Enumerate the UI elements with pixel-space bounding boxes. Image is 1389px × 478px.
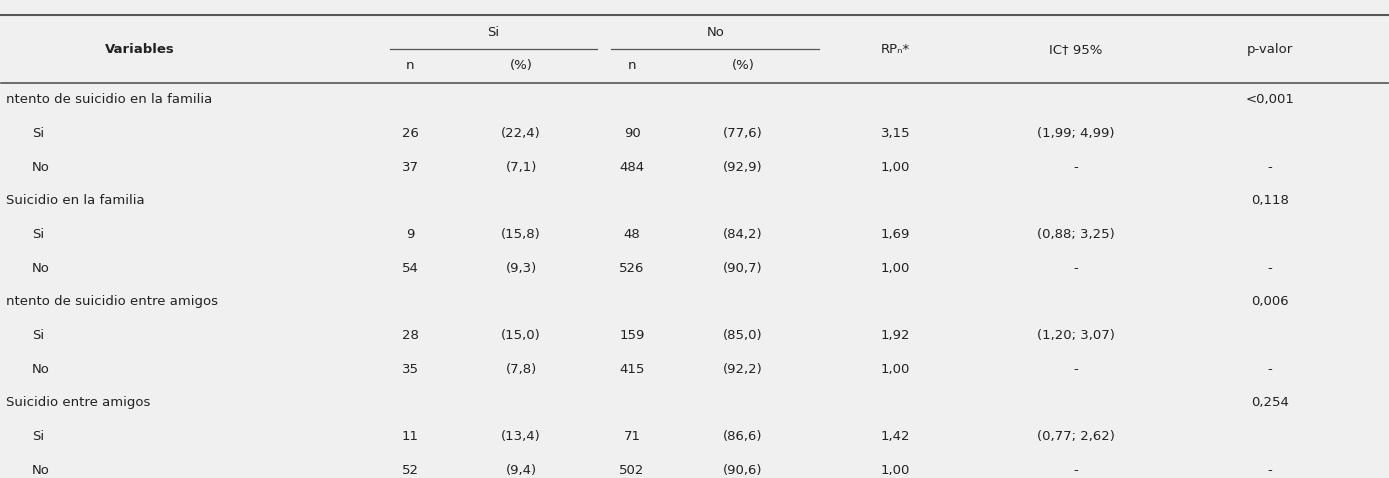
Text: 3,15: 3,15 [881, 127, 910, 140]
Text: No: No [32, 261, 50, 275]
Text: 26: 26 [401, 127, 418, 140]
Text: (1,20; 3,07): (1,20; 3,07) [1036, 329, 1114, 342]
Text: (0,88; 3,25): (0,88; 3,25) [1036, 228, 1114, 241]
Text: 159: 159 [619, 329, 644, 342]
Text: (90,7): (90,7) [724, 261, 763, 275]
Text: 1,00: 1,00 [881, 363, 910, 376]
Text: (9,4): (9,4) [506, 464, 536, 477]
Text: (77,6): (77,6) [724, 127, 763, 140]
Text: 90: 90 [624, 127, 640, 140]
Text: -: - [1074, 261, 1078, 275]
Text: (1,99; 4,99): (1,99; 4,99) [1038, 127, 1114, 140]
Text: -: - [1074, 464, 1078, 477]
Text: (13,4): (13,4) [501, 430, 542, 443]
Text: (7,8): (7,8) [506, 363, 536, 376]
Text: ntento de suicidio en la familia: ntento de suicidio en la familia [6, 93, 211, 106]
Text: (85,0): (85,0) [724, 329, 763, 342]
Text: -: - [1267, 363, 1272, 376]
Text: -: - [1074, 363, 1078, 376]
Text: p-valor: p-valor [1247, 43, 1293, 55]
Text: 37: 37 [401, 161, 419, 174]
Text: No: No [32, 464, 50, 477]
Text: n: n [628, 59, 636, 73]
Text: Si: Si [32, 228, 44, 241]
Text: 0,118: 0,118 [1251, 194, 1289, 207]
Text: n: n [406, 59, 414, 73]
Text: RPₙ*: RPₙ* [881, 43, 910, 55]
Text: (86,6): (86,6) [724, 430, 763, 443]
Text: Suicidio en la familia: Suicidio en la familia [6, 194, 144, 207]
Text: No: No [707, 26, 724, 39]
Text: (0,77; 2,62): (0,77; 2,62) [1036, 430, 1114, 443]
Text: 1,69: 1,69 [881, 228, 910, 241]
Text: (%): (%) [510, 59, 532, 73]
Text: -: - [1267, 161, 1272, 174]
Text: 35: 35 [401, 363, 419, 376]
Text: (9,3): (9,3) [506, 261, 536, 275]
Text: Si: Si [488, 26, 500, 39]
Text: Si: Si [32, 430, 44, 443]
Text: 28: 28 [401, 329, 418, 342]
Text: No: No [32, 161, 50, 174]
Text: ntento de suicidio entre amigos: ntento de suicidio entre amigos [6, 295, 218, 308]
Text: (7,1): (7,1) [506, 161, 538, 174]
Text: (90,6): (90,6) [724, 464, 763, 477]
Text: (92,2): (92,2) [724, 363, 763, 376]
Text: Variables: Variables [106, 43, 175, 55]
Text: 1,92: 1,92 [881, 329, 910, 342]
Text: -: - [1267, 261, 1272, 275]
Text: 526: 526 [619, 261, 644, 275]
Text: 48: 48 [624, 228, 640, 241]
Text: Si: Si [32, 329, 44, 342]
Text: (%): (%) [732, 59, 754, 73]
Text: 1,00: 1,00 [881, 161, 910, 174]
Text: -: - [1074, 161, 1078, 174]
Text: 0,254: 0,254 [1251, 396, 1289, 410]
Text: 502: 502 [619, 464, 644, 477]
Text: 9: 9 [406, 228, 414, 241]
Text: (92,9): (92,9) [724, 161, 763, 174]
Text: <0,001: <0,001 [1246, 93, 1295, 106]
Text: 54: 54 [401, 261, 418, 275]
Text: 1,42: 1,42 [881, 430, 910, 443]
Text: 1,00: 1,00 [881, 261, 910, 275]
Text: 71: 71 [624, 430, 640, 443]
Text: (15,0): (15,0) [501, 329, 542, 342]
Text: 484: 484 [619, 161, 644, 174]
Text: (22,4): (22,4) [501, 127, 542, 140]
Text: -: - [1267, 464, 1272, 477]
Text: No: No [32, 363, 50, 376]
Text: 415: 415 [619, 363, 644, 376]
Text: IC† 95%: IC† 95% [1049, 43, 1103, 55]
Text: 0,006: 0,006 [1251, 295, 1289, 308]
Text: (15,8): (15,8) [501, 228, 542, 241]
Text: (84,2): (84,2) [724, 228, 763, 241]
Text: 1,00: 1,00 [881, 464, 910, 477]
Text: 11: 11 [401, 430, 419, 443]
Text: Si: Si [32, 127, 44, 140]
Text: Suicidio entre amigos: Suicidio entre amigos [6, 396, 150, 410]
Text: 52: 52 [401, 464, 419, 477]
